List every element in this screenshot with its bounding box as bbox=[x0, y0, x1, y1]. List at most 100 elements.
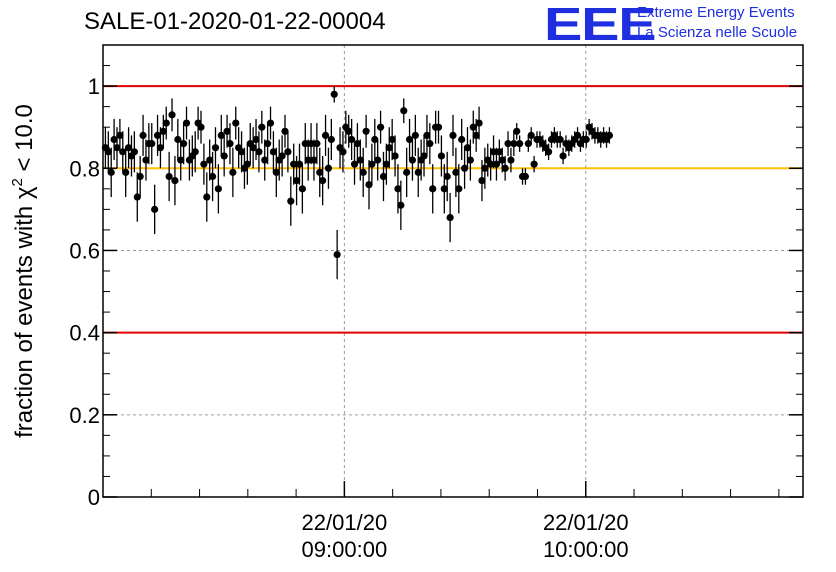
data-point bbox=[113, 144, 121, 152]
data-point bbox=[356, 156, 364, 164]
data-point bbox=[475, 119, 483, 127]
data-point bbox=[463, 144, 472, 152]
data-point bbox=[151, 205, 159, 213]
data-point bbox=[374, 156, 382, 164]
data-point bbox=[510, 140, 518, 148]
data-point bbox=[159, 127, 167, 135]
data-point bbox=[403, 168, 411, 176]
data-point bbox=[197, 123, 205, 131]
data-point bbox=[481, 164, 489, 172]
data-point bbox=[217, 131, 225, 139]
data-point bbox=[507, 156, 515, 164]
logo-mark: EEE bbox=[544, 0, 657, 50]
data-point bbox=[504, 140, 512, 148]
data-point bbox=[130, 148, 138, 156]
data-point bbox=[249, 144, 257, 152]
data-point bbox=[423, 131, 431, 139]
data-point bbox=[460, 164, 469, 172]
eee-logo: EEE Extreme Energy Events La Scienza nel… bbox=[544, 0, 834, 50]
y-tick-label: 0.8 bbox=[69, 156, 100, 181]
data-point bbox=[252, 135, 260, 144]
data-point bbox=[426, 140, 434, 148]
data-point bbox=[408, 156, 417, 164]
y-tick-label: 1 bbox=[88, 74, 100, 99]
data-point bbox=[153, 131, 162, 139]
x-tick-date-label: 22/01/20 bbox=[543, 510, 629, 535]
data-point bbox=[394, 185, 402, 193]
data-points bbox=[101, 86, 614, 280]
data-point bbox=[489, 148, 498, 156]
data-point bbox=[605, 131, 614, 139]
data-point bbox=[420, 152, 428, 160]
data-point bbox=[229, 168, 237, 176]
data-point bbox=[182, 119, 191, 127]
data-point bbox=[116, 131, 124, 139]
data-point bbox=[556, 135, 564, 144]
data-point bbox=[527, 131, 535, 139]
data-point bbox=[313, 140, 321, 148]
data-point bbox=[513, 127, 521, 135]
data-point bbox=[191, 148, 199, 156]
data-point bbox=[469, 123, 477, 131]
data-point bbox=[136, 172, 144, 181]
data-point bbox=[573, 131, 582, 139]
data-point bbox=[434, 123, 443, 131]
data-point bbox=[324, 164, 333, 172]
data-point bbox=[165, 172, 173, 181]
data-point bbox=[452, 168, 460, 176]
data-point bbox=[388, 135, 396, 144]
data-point bbox=[295, 160, 304, 168]
data-point bbox=[148, 140, 156, 148]
data-point bbox=[345, 127, 353, 135]
data-point bbox=[397, 201, 405, 209]
data-point bbox=[226, 140, 234, 148]
data-point bbox=[208, 172, 217, 181]
data-point bbox=[359, 168, 367, 176]
data-point bbox=[385, 144, 393, 152]
plot-frame bbox=[102, 44, 804, 498]
data-point bbox=[281, 127, 289, 135]
data-point bbox=[203, 193, 211, 201]
data-point bbox=[411, 131, 419, 139]
x-tick-date-label: 22/01/20 bbox=[302, 510, 388, 535]
data-point bbox=[269, 148, 278, 156]
data-point bbox=[266, 119, 275, 127]
axes: 00.20.40.60.8122/01/2009:00:0022/01/2010… bbox=[69, 44, 803, 562]
y-tick-label: 0.6 bbox=[69, 238, 100, 263]
data-point bbox=[516, 140, 524, 148]
data-point bbox=[330, 90, 338, 98]
data-point bbox=[414, 168, 422, 176]
data-point bbox=[124, 144, 133, 152]
data-point bbox=[104, 148, 112, 156]
data-point bbox=[379, 172, 388, 181]
data-point bbox=[495, 148, 503, 156]
data-point bbox=[110, 135, 118, 144]
data-point bbox=[319, 177, 327, 185]
data-point bbox=[292, 177, 301, 185]
data-point bbox=[382, 160, 390, 168]
data-point bbox=[180, 140, 188, 148]
x-tick-time-label: 09:00:00 bbox=[302, 537, 388, 562]
data-point bbox=[156, 144, 165, 152]
data-point bbox=[211, 144, 220, 152]
data-point bbox=[501, 164, 509, 172]
data-point bbox=[139, 131, 147, 139]
data-point bbox=[365, 181, 373, 189]
data-point bbox=[368, 160, 376, 168]
data-point bbox=[107, 168, 115, 176]
data-point bbox=[122, 168, 130, 176]
data-point bbox=[174, 135, 182, 144]
data-point bbox=[371, 135, 379, 144]
y-tick-label: 0.4 bbox=[69, 321, 100, 346]
data-point bbox=[237, 148, 246, 156]
data-point bbox=[449, 131, 457, 139]
data-point bbox=[478, 177, 486, 185]
data-point bbox=[171, 177, 179, 185]
y-axis-label: fraction of events with χ2 < 10.0 bbox=[9, 104, 38, 438]
data-point bbox=[524, 140, 532, 148]
data-point bbox=[287, 197, 295, 205]
data-point bbox=[142, 156, 150, 164]
data-point bbox=[168, 111, 176, 119]
